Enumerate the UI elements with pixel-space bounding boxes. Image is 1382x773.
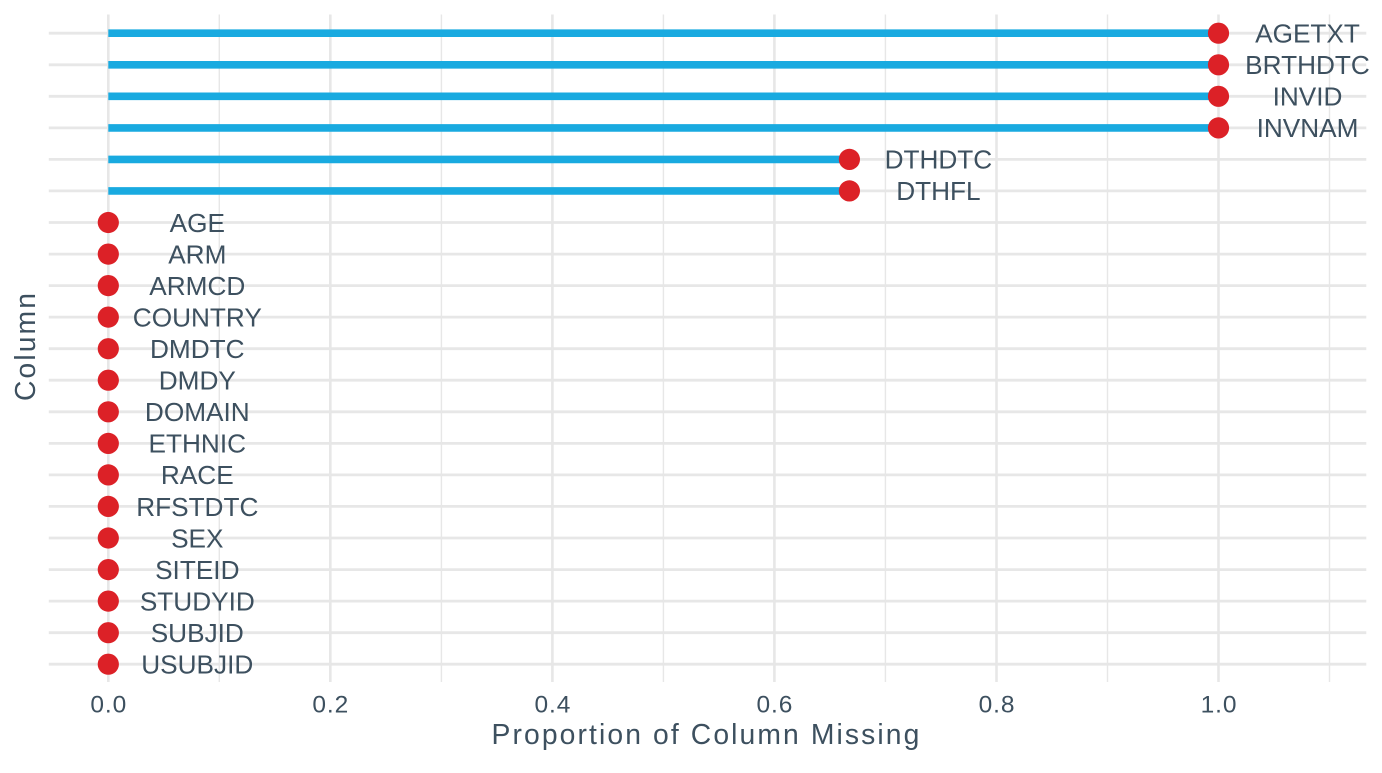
svg-text:USUBJID: USUBJID — [141, 650, 253, 680]
svg-text:INVNAM: INVNAM — [1257, 113, 1359, 143]
svg-text:RACE: RACE — [161, 460, 234, 490]
svg-text:SEX: SEX — [171, 523, 223, 553]
svg-text:AGE: AGE — [170, 208, 225, 238]
svg-text:STUDYID: STUDYID — [140, 586, 255, 616]
svg-text:SUBJID: SUBJID — [151, 618, 244, 648]
svg-text:1.0: 1.0 — [1201, 692, 1238, 719]
svg-text:DTHDTC: DTHDTC — [885, 145, 993, 175]
svg-text:0.8: 0.8 — [979, 692, 1016, 719]
svg-text:Column: Column — [9, 291, 41, 401]
svg-text:DMDY: DMDY — [159, 366, 236, 396]
svg-text:BRTHDTC: BRTHDTC — [1245, 50, 1370, 80]
svg-text:RFSTDTC: RFSTDTC — [136, 492, 258, 522]
svg-text:Proportion of Column Missing: Proportion of Column Missing — [492, 718, 922, 750]
svg-text:ARM: ARM — [168, 239, 226, 269]
svg-text:ETHNIC: ETHNIC — [149, 429, 246, 459]
svg-text:DMDTC: DMDTC — [150, 334, 245, 364]
svg-text:0.0: 0.0 — [90, 692, 127, 719]
svg-text:DOMAIN: DOMAIN — [145, 397, 250, 427]
svg-text:0.2: 0.2 — [312, 692, 349, 719]
svg-text:0.4: 0.4 — [535, 692, 572, 719]
svg-text:0.6: 0.6 — [757, 692, 794, 719]
svg-text:DTHFL: DTHFL — [896, 176, 980, 206]
svg-text:COUNTRY: COUNTRY — [133, 302, 262, 332]
svg-text:INVID: INVID — [1273, 82, 1343, 112]
svg-text:AGETXT: AGETXT — [1255, 19, 1360, 49]
svg-text:ARMCD: ARMCD — [149, 271, 245, 301]
svg-text:SITEID: SITEID — [155, 555, 239, 585]
